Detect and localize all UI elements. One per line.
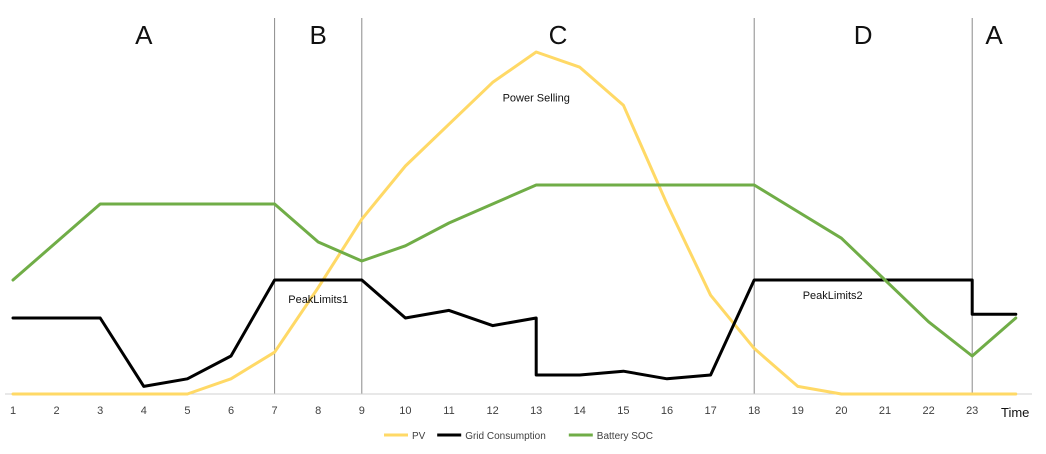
legend-label-pv: PV — [412, 431, 426, 442]
annotations: Power Selling PeakLimits1 PeakLimits2 — [288, 92, 862, 305]
x-tick-1: 1 — [10, 405, 16, 417]
series-line-pv — [11, 50, 1018, 396]
x-tick-9: 9 — [359, 405, 365, 417]
x-tick-20: 20 — [835, 405, 847, 417]
region-label-1: B — [310, 20, 327, 50]
x-tick-15: 15 — [617, 405, 629, 417]
region-label-3: D — [854, 20, 873, 50]
x-tick-16: 16 — [661, 405, 673, 417]
region-label-0: A — [135, 20, 153, 50]
x-tick-17: 17 — [704, 405, 716, 417]
x-tick-3: 3 — [97, 405, 103, 417]
x-tick-6: 6 — [228, 405, 234, 417]
region-label-2: C — [549, 20, 568, 50]
x-tick-11: 11 — [443, 405, 454, 417]
x-tick-19: 19 — [792, 405, 804, 417]
x-axis-title: Time — [1001, 405, 1029, 420]
series-line-grid-consumption — [11, 278, 1018, 388]
annotation-1: PeakLimits1 — [288, 294, 348, 306]
x-tick-21: 21 — [879, 405, 891, 417]
annotation-0: Power Selling — [503, 92, 570, 104]
x-tick-13: 13 — [530, 405, 542, 417]
x-tick-14: 14 — [574, 405, 586, 417]
x-tick-7: 7 — [272, 405, 278, 417]
annotation-2: PeakLimits2 — [803, 290, 863, 302]
region-label-4: A — [985, 20, 1003, 50]
x-tick-5: 5 — [184, 405, 190, 417]
legend: PV Grid Consumption Battery SOC — [384, 431, 653, 442]
x-tick-4: 4 — [141, 405, 147, 417]
x-tick-12: 12 — [486, 405, 498, 417]
legend-label-grid-consumption: Grid Consumption — [465, 431, 546, 442]
x-tick-23: 23 — [966, 405, 978, 417]
x-tick-labels: 1 2 3 4 5 6 7 8 9 10 11 12 13 14 15 16 17 18 19 20 21 22 23 — [10, 405, 978, 417]
legend-label-battery-soc: Battery SOC — [597, 431, 653, 442]
x-tick-22: 22 — [922, 405, 934, 417]
series-lines — [11, 50, 1018, 396]
x-tick-10: 10 — [399, 405, 411, 417]
x-tick-2: 2 — [54, 405, 60, 417]
series-line-battery-soc — [11, 183, 1018, 358]
region-boundaries — [274, 18, 973, 394]
x-tick-18: 18 — [748, 405, 760, 417]
x-tick-8: 8 — [315, 405, 321, 417]
